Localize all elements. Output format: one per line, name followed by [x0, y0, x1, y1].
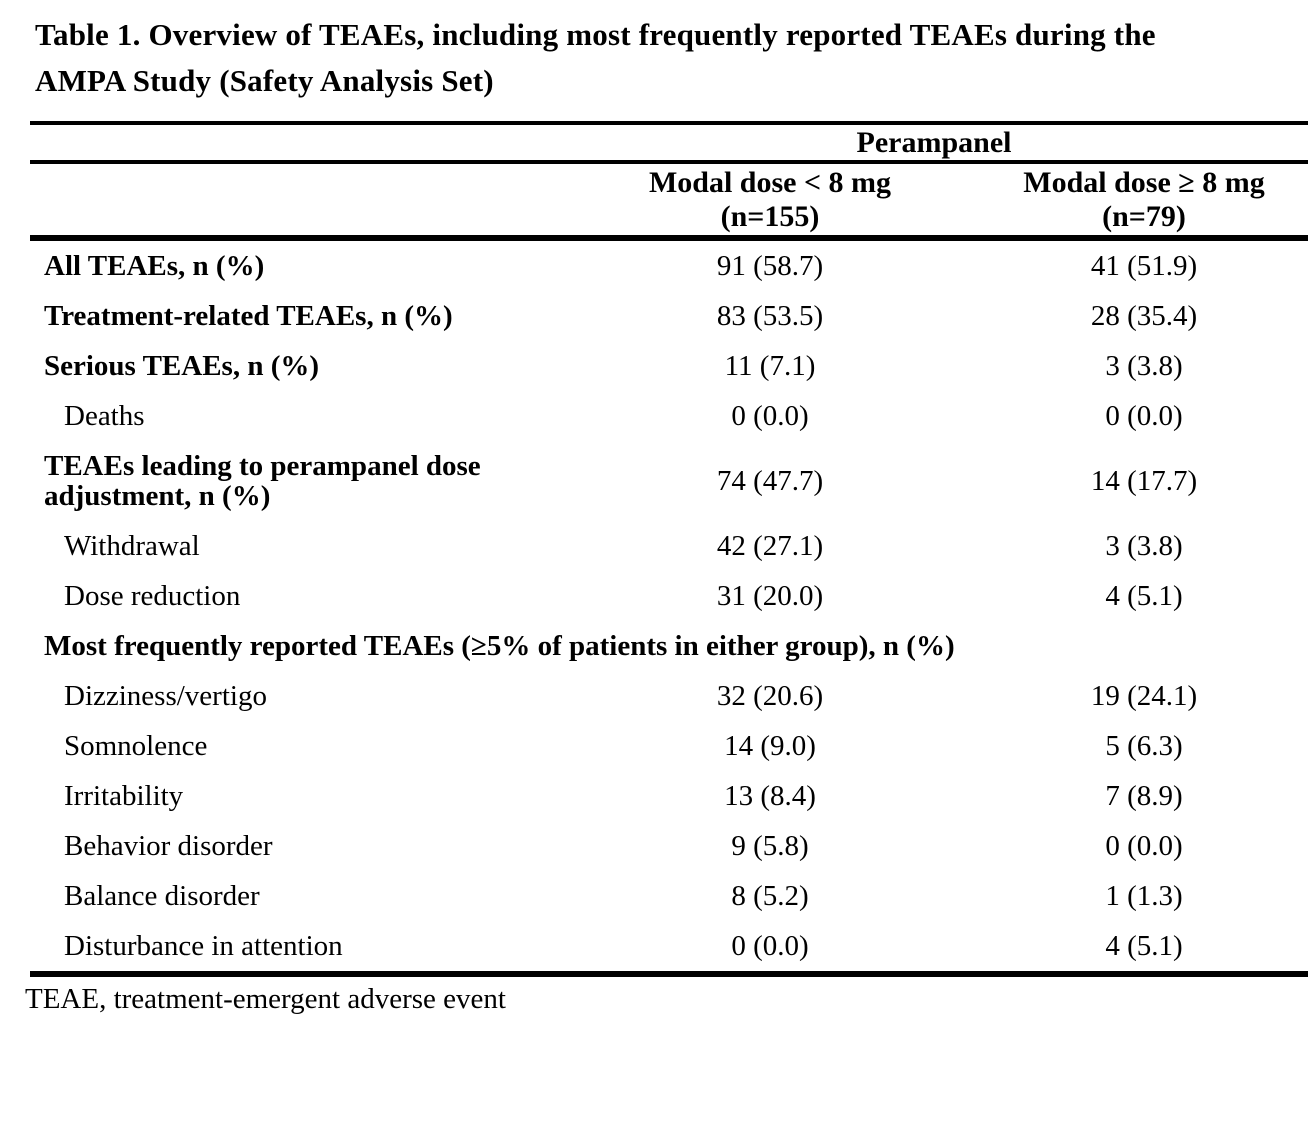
row-label: Disturbance in attention: [64, 930, 343, 962]
table-row: Treatment-related TEAEs, n (%) 83 (53.5)…: [30, 291, 1308, 341]
table-title-line1: Table 1. Overview of TEAEs, including mo…: [35, 17, 1156, 52]
row-label: All TEAEs, n (%): [44, 250, 265, 282]
table-footnote: TEAE, treatment-emergent adverse event: [25, 983, 506, 1015]
table-row: Deaths 0 (0.0) 0 (0.0): [30, 391, 1308, 441]
row-value: 3 (3.8): [1105, 350, 1183, 382]
row-label: TEAEs leading to perampanel dose adjustm…: [44, 450, 481, 512]
table-row: Behavior disorder 9 (5.8) 0 (0.0): [30, 821, 1308, 871]
row-value: 74 (47.7): [716, 465, 824, 497]
table-row: Somnolence 14 (9.0) 5 (6.3): [30, 721, 1308, 771]
row-value: 7 (8.9): [1105, 780, 1183, 812]
row-value: 14 (17.7): [1090, 465, 1198, 497]
table-row: Disturbance in attention 0 (0.0) 4 (5.1): [30, 921, 1308, 974]
row-value: 28 (35.4): [1090, 300, 1198, 332]
row-label: Behavior disorder: [64, 830, 273, 862]
row-value: 4 (5.1): [1105, 930, 1183, 962]
row-value: 19 (24.1): [1090, 680, 1198, 712]
column-header-n: (n=155): [720, 200, 820, 233]
row-value: 42 (27.1): [716, 530, 824, 562]
group-header-row: Perampanel: [30, 123, 1308, 164]
row-value: 41 (51.9): [1090, 250, 1198, 282]
row-value: 0 (0.0): [1105, 830, 1183, 862]
row-value: 31 (20.0): [716, 580, 824, 612]
table-title: Table 1. Overview of TEAEs, including mo…: [0, 0, 1308, 104]
section-header-row: Most frequently reported TEAEs (≥5% of p…: [30, 621, 1308, 671]
row-value: 3 (3.8): [1105, 530, 1183, 562]
row-label: Irritability: [64, 780, 184, 812]
row-label: Somnolence: [64, 730, 208, 762]
column-header-dose-lt8: Modal dose < 8 mg (n=155): [560, 162, 980, 241]
table-title-line2: AMPA Study (Safety Analysis Set): [35, 63, 494, 98]
row-value: 4 (5.1): [1105, 580, 1183, 612]
column-header-row: Modal dose < 8 mg (n=155) Modal dose ≥ 8…: [30, 162, 1308, 241]
table-row: Serious TEAEs, n (%) 11 (7.1) 3 (3.8): [30, 341, 1308, 391]
column-header-label: Modal dose < 8 mg: [648, 166, 892, 199]
row-value: 11 (7.1): [724, 350, 816, 382]
section-header-label: Most frequently reported TEAEs (≥5% of p…: [44, 630, 955, 662]
empty-header-cell: [30, 162, 560, 241]
empty-header-cell: [30, 123, 560, 164]
row-label: Serious TEAEs, n (%): [44, 350, 320, 382]
row-value: 9 (5.8): [731, 830, 809, 862]
row-label: Dose reduction: [64, 580, 241, 612]
row-label: Deaths: [64, 400, 145, 432]
row-value: 1 (1.3): [1105, 880, 1183, 912]
row-value: 8 (5.2): [731, 880, 809, 912]
row-label: Withdrawal: [64, 530, 200, 562]
column-header-dose-ge8: Modal dose ≥ 8 mg (n=79): [980, 162, 1308, 241]
table-row: All TEAEs, n (%) 91 (58.7) 41 (51.9): [30, 238, 1308, 291]
table-row: Irritability 13 (8.4) 7 (8.9): [30, 771, 1308, 821]
teae-overview-table: Perampanel Modal dose < 8 mg (n=155) Mod…: [30, 121, 1308, 977]
column-header-n: (n=79): [1102, 200, 1186, 233]
group-header-cell: Perampanel: [560, 123, 1308, 164]
table-row: TEAEs leading to perampanel dose adjustm…: [30, 441, 1308, 521]
row-value: 0 (0.0): [1105, 400, 1183, 432]
row-value: 5 (6.3): [1105, 730, 1183, 762]
table-row: Dizziness/vertigo 32 (20.6) 19 (24.1): [30, 671, 1308, 721]
table-row: Dose reduction 31 (20.0) 4 (5.1): [30, 571, 1308, 621]
row-value: 13 (8.4): [724, 780, 816, 812]
table-row: Balance disorder 8 (5.2) 1 (1.3): [30, 871, 1308, 921]
table-container: Perampanel Modal dose < 8 mg (n=155) Mod…: [30, 121, 1308, 977]
row-label: Dizziness/vertigo: [64, 680, 267, 712]
row-value: 83 (53.5): [716, 300, 824, 332]
row-value: 32 (20.6): [716, 680, 824, 712]
row-value: 0 (0.0): [731, 930, 809, 962]
row-label: Treatment-related TEAEs, n (%): [44, 300, 453, 332]
column-header-label: Modal dose ≥ 8 mg: [1023, 166, 1265, 199]
table-row: Withdrawal 42 (27.1) 3 (3.8): [30, 521, 1308, 571]
row-value: 91 (58.7): [716, 250, 824, 282]
row-value: 14 (9.0): [724, 730, 816, 762]
row-value: 0 (0.0): [731, 400, 809, 432]
row-label: Balance disorder: [64, 880, 260, 912]
